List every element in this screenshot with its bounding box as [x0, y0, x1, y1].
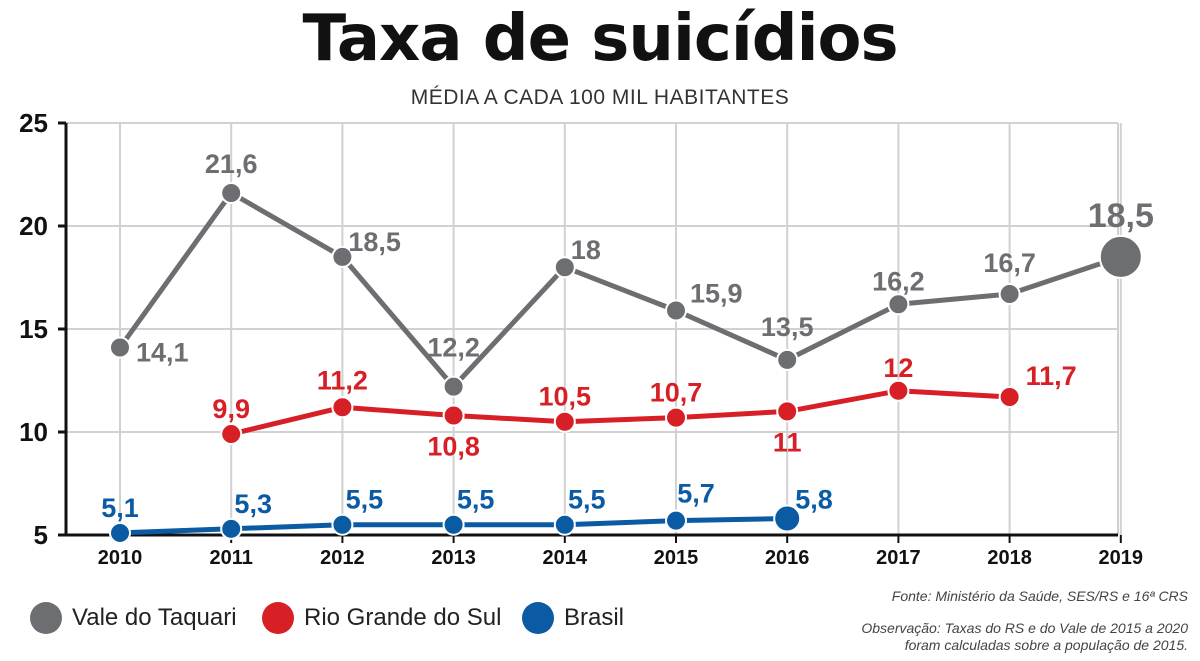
- x-tick-label-2012: 2012: [320, 547, 365, 569]
- y-tick-label-20: 20: [19, 211, 48, 241]
- series-line-rs: [230, 388, 1010, 437]
- data-label-vale-2016: 13,5: [761, 312, 814, 342]
- point-rs-2012: [331, 396, 354, 419]
- point-rs-2018: [998, 385, 1021, 408]
- observation-note-line1: Observação: Taxas do RS e do Vale de 201…: [861, 620, 1188, 636]
- legend-marker-brasil: [522, 602, 554, 634]
- point-vale-2017: [887, 293, 910, 316]
- point-brasil-2016: [773, 504, 802, 533]
- point-vale-2018: [998, 282, 1021, 305]
- point-vale-2016: [776, 348, 799, 371]
- data-label-brasil-2011: 5,3: [234, 489, 272, 519]
- data-label-vale-2010: 14,1: [136, 338, 189, 368]
- legend-item-vale: Vale do Taquari: [30, 602, 237, 634]
- source-note: Fonte: Ministério da Saúde, SES/RS e 16ª…: [891, 588, 1188, 604]
- point-rs-2015: [665, 406, 687, 429]
- point-rs-2014: [553, 410, 576, 433]
- data-label-brasil-2012: 5,5: [346, 485, 384, 515]
- data-label-vale-2018: 16,7: [983, 248, 1036, 278]
- legend-marker-rs: [262, 602, 294, 634]
- legend-item-rs: Rio Grande do Sul: [262, 602, 501, 634]
- y-tick-label-25: 25: [19, 108, 48, 138]
- point-vale-2011: [220, 182, 243, 205]
- data-label-vale-2011: 21,6: [205, 149, 258, 179]
- x-tick-label-2010: 2010: [98, 547, 143, 569]
- x-tick-label-2011: 2011: [210, 547, 253, 569]
- point-vale-2012: [331, 245, 354, 268]
- data-label-vale-2012: 18,5: [348, 227, 401, 257]
- x-tick-label-2015: 2015: [654, 547, 699, 569]
- point-brasil-2010: [109, 521, 131, 544]
- point-brasil-2013: [442, 513, 465, 536]
- point-vale-2010: [109, 336, 131, 359]
- data-label-rs-2012: 11,2: [317, 365, 368, 395]
- x-tick-label-2019: 2019: [1099, 547, 1144, 569]
- series-line-vale: [117, 190, 1122, 390]
- y-tick-label-10: 10: [19, 417, 48, 447]
- y-tick-label-15: 15: [19, 314, 48, 344]
- data-label-brasil-2016: 5,8: [795, 485, 833, 515]
- x-tick-label-2017: 2017: [876, 547, 921, 569]
- data-label-rs-2016: 11: [773, 427, 802, 457]
- point-vale-2019: [1098, 234, 1143, 279]
- line-chart: 5 10 15 20 25 2010 2011 2012 2013 2014 2015 2016 201…: [19, 108, 1154, 569]
- x-tick-label-2018: 2018: [987, 547, 1032, 569]
- point-vale-2014: [553, 256, 576, 279]
- legend-marker-vale: [30, 602, 62, 634]
- data-label-vale-2015: 15,9: [690, 278, 743, 308]
- point-brasil-2012: [331, 513, 354, 536]
- point-brasil-2011: [220, 517, 243, 540]
- point-rs-2016: [776, 400, 799, 423]
- data-label-rs-2011: 9,9: [212, 394, 250, 424]
- legend-label-rs: Rio Grande do Sul: [304, 604, 502, 631]
- data-label-vale-2014: 18: [571, 235, 601, 265]
- point-brasil-2014: [553, 513, 576, 536]
- data-label-brasil-2014: 5,5: [568, 485, 606, 515]
- chart-subtitle: MÉDIA A CADA 100 MIL HABITANTES: [410, 86, 790, 109]
- legend-label-brasil: Brasil: [564, 604, 625, 631]
- point-vale-2013: [442, 375, 465, 398]
- data-label-vale-2019: 18,5: [1088, 197, 1154, 235]
- data-label-rs-2013: 10,8: [427, 432, 480, 462]
- chart-title: Taxa de suicídios: [302, 2, 898, 76]
- data-label-vale-2017: 16,2: [872, 266, 925, 296]
- point-rs-2011: [220, 423, 243, 446]
- data-label-rs-2014: 10,5: [539, 382, 592, 412]
- data-label-rs-2015: 10,7: [650, 378, 703, 408]
- point-rs-2013: [442, 404, 465, 427]
- data-label-brasil-2013: 5,5: [457, 485, 495, 515]
- legend-item-brasil: Brasil: [522, 602, 624, 634]
- observation-note-line2: foram calculadas sobre a população de 20…: [904, 637, 1188, 653]
- point-vale-2015: [665, 299, 687, 322]
- x-tick-label-2016: 2016: [765, 547, 810, 569]
- x-tick-label-2013: 2013: [431, 547, 476, 569]
- legend-label-vale: Vale do Taquari: [72, 604, 237, 631]
- data-label-brasil-2015: 5,7: [677, 479, 715, 509]
- data-label-rs-2018: 11,7: [1026, 361, 1077, 391]
- y-tick-label-5: 5: [34, 520, 48, 550]
- data-label-vale-2013: 12,2: [427, 333, 480, 363]
- data-label-brasil-2010: 5,1: [101, 493, 139, 523]
- point-rs-2017: [887, 379, 910, 402]
- x-tick-label-2014: 2014: [543, 547, 588, 569]
- point-brasil-2015: [665, 509, 687, 532]
- data-label-rs-2017: 12: [883, 353, 913, 383]
